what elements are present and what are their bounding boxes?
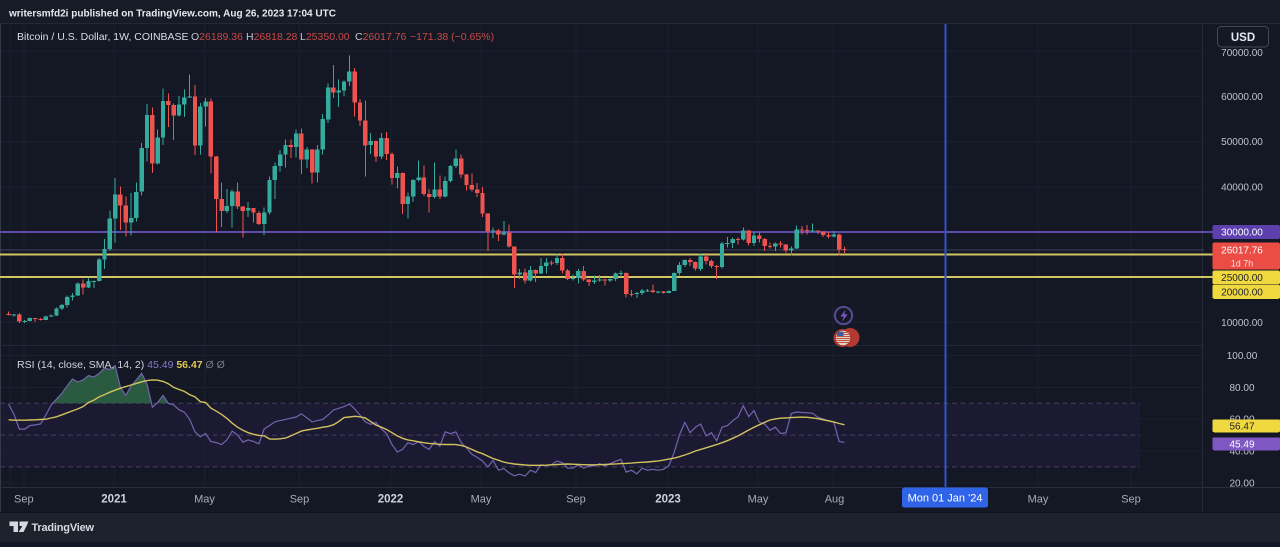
svg-text:May: May: [194, 494, 215, 506]
svg-text:10000.00: 10000.00: [1221, 318, 1263, 329]
svg-text:TradingView: TradingView: [32, 522, 95, 534]
svg-text:56.47: 56.47: [1229, 421, 1254, 432]
svg-text:May: May: [748, 494, 769, 506]
svg-text:C26017.76: C26017.76: [355, 31, 407, 43]
svg-text:1d 7h: 1d 7h: [1231, 259, 1254, 269]
svg-text:2022: 2022: [378, 494, 404, 506]
svg-text:Sep: Sep: [566, 494, 586, 506]
svg-text:20000.00: 20000.00: [1221, 287, 1263, 298]
svg-text:60000.00: 60000.00: [1221, 92, 1263, 103]
svg-text:50000.00: 50000.00: [1221, 137, 1263, 148]
svg-text:H26818.28: H26818.28: [246, 31, 298, 43]
svg-text:Aug: Aug: [825, 494, 845, 506]
svg-text:30000.00: 30000.00: [1221, 228, 1263, 239]
svg-text:−171.38 (−0.65%): −171.38 (−0.65%): [410, 31, 494, 43]
svg-text:20.00: 20.00: [1229, 478, 1254, 489]
svg-text:RSI (14, close, SMA, 14, 2) 45: RSI (14, close, SMA, 14, 2) 45.49 56.47 …: [17, 359, 225, 371]
svg-text:Mon 01 Jan '24: Mon 01 Jan '24: [908, 493, 983, 505]
svg-text:May: May: [1028, 494, 1049, 506]
svg-text:2023: 2023: [655, 494, 681, 506]
svg-text:writersmfd2i published on Trad: writersmfd2i published on TradingView.co…: [8, 9, 336, 20]
svg-text:Sep: Sep: [14, 494, 34, 506]
svg-text:25000.00: 25000.00: [1221, 273, 1263, 284]
svg-text:40000.00: 40000.00: [1221, 182, 1263, 193]
svg-text:Sep: Sep: [290, 494, 310, 506]
svg-text:100.00: 100.00: [1227, 351, 1258, 362]
svg-text:70000.00: 70000.00: [1221, 48, 1263, 59]
svg-text:USD: USD: [1231, 32, 1255, 44]
svg-text:O26189.36: O26189.36: [191, 31, 243, 43]
svg-text:Sep: Sep: [1121, 494, 1141, 506]
svg-text:26017.76: 26017.76: [1221, 246, 1263, 257]
svg-text:2021: 2021: [101, 494, 127, 506]
svg-text:80.00: 80.00: [1229, 383, 1254, 394]
svg-text:Bitcoin / U.S. Dollar, 1W, COI: Bitcoin / U.S. Dollar, 1W, COINBASE: [17, 31, 189, 43]
svg-text:45.49: 45.49: [1229, 439, 1254, 450]
svg-text:L25350.00: L25350.00: [300, 31, 350, 43]
svg-text:May: May: [471, 494, 492, 506]
